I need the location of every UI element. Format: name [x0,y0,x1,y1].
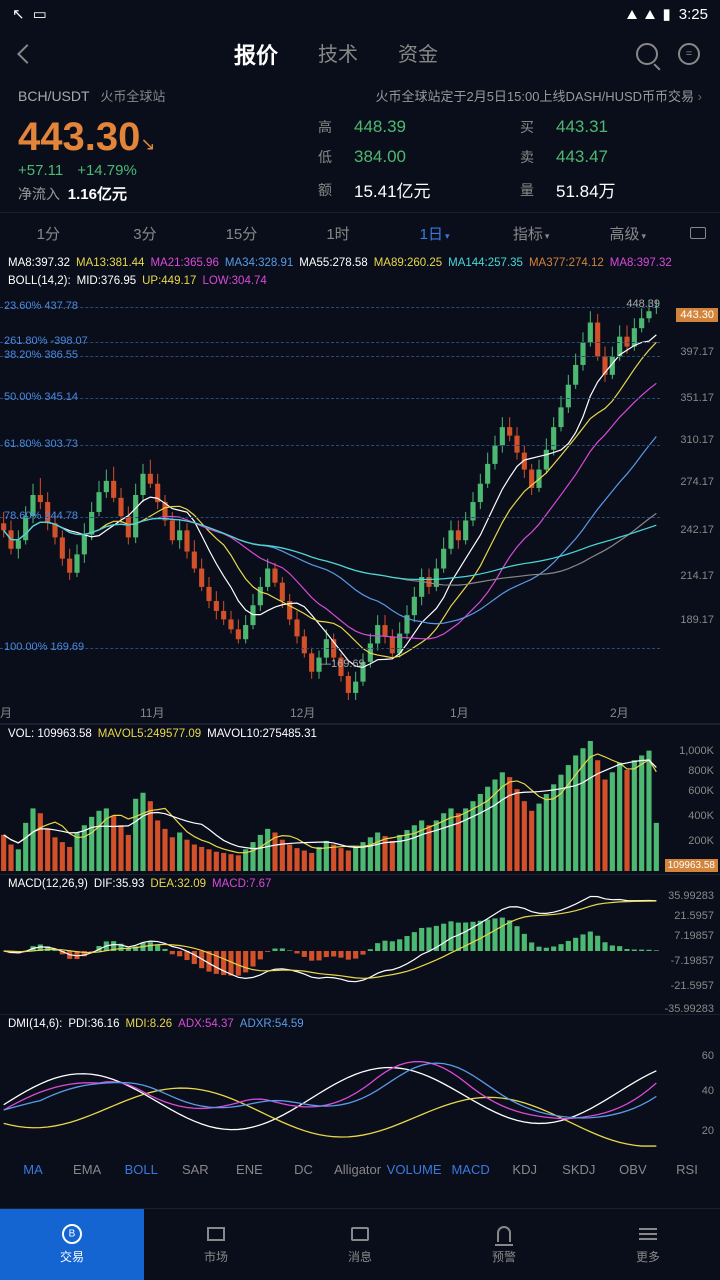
pair-symbol: BCH/USDT [18,88,90,104]
indicator-tab-boll[interactable]: BOLL [116,1162,166,1177]
low-price: 384.00 [354,147,406,167]
indicator-tab-ema[interactable]: EMA [62,1162,112,1177]
indicator-tab-ene[interactable]: ENE [224,1162,274,1177]
notice[interactable]: 火币全球站定于2月5日15:00上线DASH/HUSD币币交易 › [375,86,702,105]
nav-0[interactable]: 交易 [0,1209,144,1280]
timeframe-6[interactable]: 高级▾ [579,223,676,244]
boll-indicator-line: BOLL(14,2):MID:376.95UP:449.17LOW:304.74 [0,272,720,290]
netflow: 净流入 1.16亿元 [18,183,318,204]
last-price: 443.30 [18,115,140,159]
time-axis: 月11月12月1月2月 [0,700,720,724]
sell-price: 443.47 [556,147,608,167]
trend-arrow-icon: ↘ [140,134,155,154]
indicator-tab-skdj[interactable]: SKDJ [554,1162,604,1177]
nav-2[interactable]: 消息 [288,1209,432,1280]
price-tag: 443.30 [676,308,718,322]
fib-label: 61.80% 303.73 [4,438,78,450]
fib-label: 100.00% 169.69 [4,641,84,653]
header-tab-2[interactable]: 资金 [398,38,438,70]
indicator-tab-kdj[interactable]: KDJ [500,1162,550,1177]
fib-label: 38.20% 386.55 [4,349,78,361]
indicator-tab-alligator[interactable]: Alligator [333,1162,383,1177]
timeframe-bar: 1分3分15分1时1日▾指标▾高级▾ [0,212,720,254]
fib-label: 78.60% 244.78 [4,510,78,522]
ma-indicator-line: MA8:397.32MA13:381.44MA21:365.96MA34:328… [0,254,720,272]
status-time: 3:25 [679,6,708,23]
amount: 15.41亿元 [354,177,431,202]
nav-1[interactable]: 市场 [144,1209,288,1280]
filter-icon[interactable]: = [678,43,700,65]
fib-label: 23.60% 437.78 [4,300,78,312]
dmi-panel[interactable]: DMI(14,6):PDI:36.16MDI:8.26ADX:54.37ADXR… [0,1014,720,1152]
fib-label: 261.80% -398.07 [4,335,88,347]
timeframe-2[interactable]: 15分 [193,223,290,244]
high-marker: 448.39 [626,298,660,310]
indicator-tab-rsi[interactable]: RSI [662,1162,712,1177]
buy-price: 443.31 [556,117,608,137]
main-chart[interactable]: 443.30397.17351.17310.17274.17242.17214.… [0,290,720,700]
pointer-icon: ↖ [12,5,25,23]
volume: 51.84万 [556,177,616,202]
indicator-tab-obv[interactable]: OBV [608,1162,658,1177]
signal-icon [645,10,655,19]
header: 报价 技术 资金 = [0,28,720,80]
nav-3[interactable]: 预警 [432,1209,576,1280]
search-icon[interactable] [636,43,658,65]
volume-panel[interactable]: VOL: 109963.58MAVOL5:249577.09MAVOL10:27… [0,724,720,874]
timeframe-3[interactable]: 1时 [290,223,387,244]
exchange-name: 火币全球站 [100,89,165,104]
image-icon: ▭ [33,5,47,23]
indicator-tab-macd[interactable]: MACD [446,1162,496,1177]
nav-4[interactable]: 更多 [576,1209,720,1280]
timeframe-0[interactable]: 1分 [0,223,97,244]
bottom-nav: 交易市场消息预警更多 [0,1208,720,1280]
battery-icon: ▮ [663,5,671,23]
header-tab-0[interactable]: 报价 [234,38,278,70]
wifi-icon [627,10,637,19]
indicator-tab-volume[interactable]: VOLUME [387,1162,442,1177]
indicator-tabs: MA EMA BOLL SAR ENE DC Alligator VOLUME MACD KDJ S… [0,1152,720,1187]
fib-label: 50.00% 345.14 [4,391,78,403]
indicator-tab-dc[interactable]: DC [278,1162,328,1177]
header-tab-1[interactable]: 技术 [318,38,358,70]
indicator-tab-sar[interactable]: SAR [170,1162,220,1177]
back-icon[interactable] [17,44,37,64]
high-price: 448.39 [354,117,406,137]
status-bar: ↖ ▭ ▮ 3:25 [0,0,720,28]
pair-info: BCH/USDT 火币全球站 火币全球站定于2月5日15:00上线DASH/HU… [0,80,720,111]
price-change: +57.11+14.79% [18,162,318,179]
macd-panel[interactable]: MACD(12,26,9)DIF:35.93DEA:32.09MACD:7.67… [0,874,720,1014]
timeframe-5[interactable]: 指标▾ [483,223,580,244]
indicator-tab-ma[interactable]: MA [8,1162,58,1177]
timeframe-4[interactable]: 1日▾ [386,223,483,244]
chart-settings-icon[interactable] [676,226,720,242]
timeframe-1[interactable]: 3分 [97,223,194,244]
